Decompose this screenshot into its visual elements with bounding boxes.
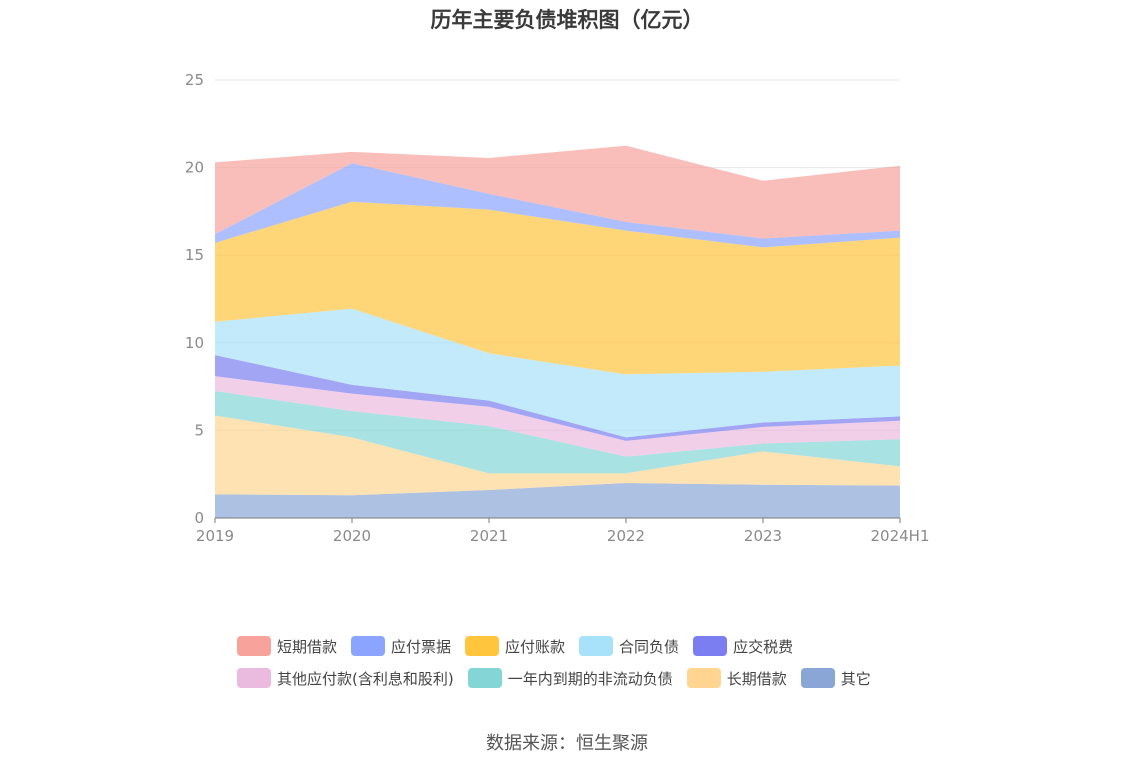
stacked-area-chart: 0 5 10 15 20 25 2019 2020 2021 2022 2023 2024H1 xyxy=(185,71,930,545)
legend: 短期借款 应付票据 应付账款 合同负债 应交税费其他应付款(含利息和股利) 一年内到期的非… xyxy=(237,630,937,694)
legend-row: 短期借款 应付票据 应付账款 合同负债 应交税费 xyxy=(237,630,937,662)
legend-swatch xyxy=(237,636,271,656)
area-series-7 xyxy=(215,163,900,248)
x-tick-label: 2021 xyxy=(470,527,508,545)
y-tick-label: 0 xyxy=(194,509,204,527)
legend-row: 其他应付款(含利息和股利) 一年内到期的非流动负债 长期借款 其它 xyxy=(237,662,937,694)
legend-label: 其他应付款(含利息和股利) xyxy=(277,669,454,688)
legend-swatch xyxy=(351,636,386,656)
legend-label: 应交税费 xyxy=(733,637,794,656)
legend-label: 应付账款 xyxy=(505,637,566,656)
area-series-5 xyxy=(215,308,900,438)
x-tick-label: 2020 xyxy=(333,527,371,545)
x-tick-label: 2019 xyxy=(196,527,234,545)
axis-layer: 0 5 10 15 20 25 2019 2020 2021 2022 2023 2024H1 xyxy=(185,71,930,545)
legend-item[interactable]: 合同负债 xyxy=(579,636,679,657)
legend-swatch xyxy=(686,668,721,688)
legend-swatch xyxy=(465,636,500,656)
area-series-2 xyxy=(215,390,900,474)
legend-swatch xyxy=(467,668,502,688)
area-series-6 xyxy=(215,201,900,375)
x-tick-label: 2022 xyxy=(607,527,645,545)
x-tick-label: 2023 xyxy=(744,527,782,545)
legend-item[interactable]: 其它 xyxy=(800,668,871,689)
area-series-4 xyxy=(215,355,900,441)
legend-swatch xyxy=(800,668,835,688)
y-tick-label: 15 xyxy=(185,246,204,264)
y-tick-label: 10 xyxy=(185,334,204,352)
y-tick-label: 25 xyxy=(185,71,204,89)
legend-item[interactable]: 短期借款 xyxy=(237,636,337,657)
area-series-1 xyxy=(215,415,900,496)
legend-label: 短期借款 xyxy=(277,637,338,656)
legend-item[interactable]: 应付账款 xyxy=(465,636,565,657)
y-tick-label: 5 xyxy=(194,421,204,439)
legend-label: 合同负债 xyxy=(619,637,680,656)
legend-swatch xyxy=(579,636,614,656)
legend-item[interactable]: 应付票据 xyxy=(351,636,451,657)
legend-label: 应付票据 xyxy=(391,637,452,656)
legend-item[interactable]: 长期借款 xyxy=(686,668,787,689)
y-tick-label: 20 xyxy=(185,159,204,177)
legend-item[interactable]: 应交税费 xyxy=(693,636,793,657)
area-series-8 xyxy=(215,145,900,239)
legend-item[interactable]: 一年内到期的非流动负债 xyxy=(467,668,673,689)
legend-label: 长期借款 xyxy=(726,669,787,688)
legend-swatch xyxy=(237,668,271,688)
legend-label: 其它 xyxy=(840,669,871,688)
area-layer xyxy=(215,145,900,518)
x-tick-label: 2024H1 xyxy=(871,527,930,545)
legend-label: 一年内到期的非流动负债 xyxy=(507,669,673,688)
chart-title: 历年主要负债堆积图（亿元） xyxy=(430,8,704,32)
legend-swatch xyxy=(693,636,728,656)
area-series-0 xyxy=(215,482,900,518)
source-note: 数据来源：恒生聚源 xyxy=(486,733,648,754)
legend-item[interactable]: 其他应付款(含利息和股利) xyxy=(237,668,454,689)
area-series-3 xyxy=(215,376,900,457)
